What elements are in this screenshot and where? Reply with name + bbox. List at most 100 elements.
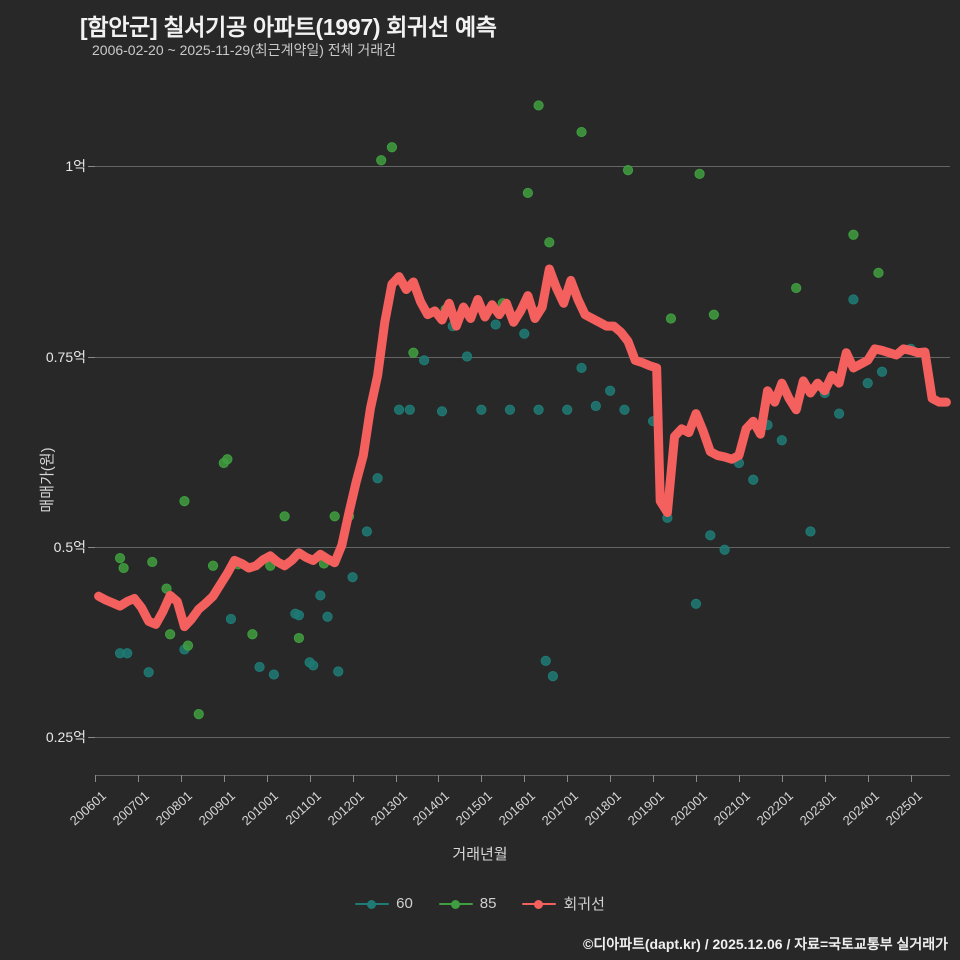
x-tick-mark — [653, 775, 655, 782]
x-tick-mark — [524, 775, 526, 782]
x-tick-mark — [309, 775, 311, 782]
scatter-point — [247, 629, 258, 640]
x-tick-mark — [438, 775, 440, 782]
scatter-point — [540, 655, 551, 666]
scatter-point — [519, 328, 530, 339]
x-tick-label: 201301 — [367, 788, 410, 829]
scatter-point — [118, 562, 129, 574]
scatter-point — [622, 165, 634, 176]
scatter-point — [504, 404, 516, 415]
y-tick-label: 0.75억 — [45, 348, 86, 365]
chart-subtitle: 2006-02-20 ~ 2025-11-29(최근계약일) 전체 거래건 — [92, 42, 397, 58]
scatter-point — [873, 267, 884, 278]
scatter-point — [776, 435, 787, 446]
y-tick-mark — [88, 166, 95, 168]
legend-item-60[interactable]: 60 — [355, 895, 413, 912]
scatter-point — [143, 667, 154, 678]
x-axis-line — [95, 775, 950, 776]
y-tick-label: 0.25억 — [45, 728, 86, 745]
scatter-point — [848, 294, 859, 305]
x-tick-label: 201601 — [496, 788, 539, 829]
scatter-point — [705, 530, 716, 541]
x-tick-label: 201801 — [581, 788, 625, 829]
x-tick-label: 201001 — [238, 788, 281, 829]
scatter-point — [333, 666, 344, 677]
scatter-point — [308, 660, 319, 671]
x-tick-label: 202301 — [796, 788, 839, 829]
x-tick-label: 201101 — [282, 788, 324, 828]
legend-label: 회귀선 — [563, 896, 605, 913]
scatter-point — [791, 282, 802, 294]
scatter-point — [876, 366, 888, 377]
x-tick-label: 201701 — [538, 788, 582, 829]
legend-marker-icon — [438, 898, 473, 910]
x-tick-label: 200801 — [152, 788, 195, 829]
gridline — [95, 736, 950, 738]
x-tick-mark — [610, 775, 612, 782]
scatter-point — [848, 229, 859, 240]
scatter-point — [708, 309, 719, 320]
x-tick-label: 200901 — [195, 788, 238, 829]
x-tick-label: 201901 — [624, 788, 668, 829]
plot-area: 1억 0.75억 0.5억 0.25억 — [46, 75, 951, 775]
x-tick-mark — [781, 775, 783, 782]
y-tick-mark — [88, 546, 95, 548]
legend-marker-icon — [522, 898, 557, 910]
scatter-point — [522, 187, 533, 199]
legend-label: 60 — [396, 895, 413, 912]
x-tick-label: 202101 — [710, 788, 753, 829]
y-axis-title: 매매가(원) — [39, 447, 57, 513]
scatter-point — [404, 404, 415, 415]
scatter-point — [748, 474, 759, 485]
x-tick-label: 202401 — [839, 788, 882, 829]
scatter-point — [408, 347, 419, 358]
y-tick-label: 0.5억 — [53, 538, 86, 555]
scatter-point — [293, 632, 305, 644]
gridline — [95, 356, 950, 358]
legend-marker-icon — [355, 898, 390, 910]
x-tick-label: 202201 — [753, 788, 796, 829]
x-tick-mark — [95, 775, 96, 782]
legend-item-85[interactable]: 85 — [438, 895, 496, 912]
legend-item-회귀선[interactable]: 회귀선 — [522, 893, 605, 914]
x-tick-label: 200601 — [66, 788, 110, 829]
scatter-point — [544, 237, 555, 248]
scatter-point — [315, 590, 326, 601]
scatter-point — [719, 544, 730, 555]
scatter-point — [393, 404, 405, 415]
y-tick-label: 1억 — [65, 158, 86, 175]
scatter-point — [179, 495, 190, 507]
x-tick-mark — [352, 775, 354, 782]
x-tick-mark — [824, 775, 826, 782]
series-layer — [94, 100, 951, 720]
x-tick-mark — [910, 775, 912, 782]
chart-legend: 60 85 회귀선 — [0, 893, 960, 914]
scatter-point — [690, 598, 702, 609]
scatter-point — [254, 661, 265, 673]
x-tick-label: 201401 — [410, 788, 453, 829]
x-tick-mark — [266, 775, 268, 782]
scatter-point — [490, 319, 501, 330]
footer-credit: ©디아파트(dapt.kr) / 2025.12.06 / 자료=국토교통부 실… — [583, 936, 948, 952]
x-tick-mark — [481, 775, 483, 782]
x-tick-mark — [738, 775, 740, 782]
scatter-point — [605, 385, 616, 396]
scatter-point — [376, 155, 387, 166]
scatter-point — [694, 168, 705, 180]
scatter-point — [372, 473, 383, 484]
scatter-point — [122, 648, 133, 659]
x-tick-mark — [137, 775, 139, 782]
scatter-point — [665, 313, 677, 324]
scatter-point — [293, 610, 305, 621]
series-60 — [114, 294, 916, 682]
scatter-point — [329, 511, 340, 522]
scatter-point — [862, 378, 873, 389]
x-tick-label: 201201 — [324, 788, 367, 829]
gridline — [95, 546, 950, 548]
scatter-point — [165, 629, 176, 640]
x-tick-mark — [180, 775, 182, 782]
scatter-point — [461, 351, 473, 362]
scatter-point — [193, 709, 204, 720]
x-tick-mark — [567, 775, 569, 782]
